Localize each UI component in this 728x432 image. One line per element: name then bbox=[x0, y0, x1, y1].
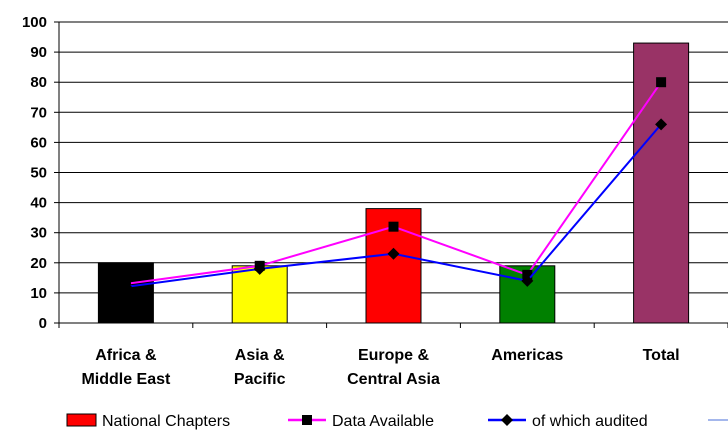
marker-square bbox=[388, 221, 399, 232]
marker-diamond bbox=[119, 280, 132, 293]
x-category-label: Europe & bbox=[358, 347, 430, 364]
x-category-label: Total bbox=[643, 347, 680, 364]
y-axis-ticks: 0 10 20 30 40 50 60 70 80 90 100 bbox=[22, 14, 59, 332]
x-category-label: Asia & bbox=[235, 347, 285, 364]
marker-square bbox=[656, 77, 667, 88]
x-category-label: Pacific bbox=[234, 371, 286, 388]
marker-diamond bbox=[253, 262, 266, 275]
x-axis-categories: Africa & Middle East Asia & Pacific Europe &… bbox=[81, 347, 679, 388]
legend: National Chapters Data Available of which … bbox=[66, 413, 728, 430]
y-tick-label: 80 bbox=[30, 74, 47, 91]
legend-label: National Chapters bbox=[102, 413, 230, 430]
legend-label: of which audited bbox=[532, 413, 648, 430]
x-category-label: Middle East bbox=[81, 371, 171, 388]
y-tick-label: 40 bbox=[30, 195, 47, 212]
y-tick-label: 60 bbox=[30, 134, 47, 151]
legend-label: Data Available bbox=[332, 413, 434, 430]
x-category-label: Central Asia bbox=[347, 371, 440, 388]
bar bbox=[633, 42, 690, 324]
y-tick-label: 50 bbox=[30, 165, 47, 182]
marker-square bbox=[302, 415, 312, 425]
y-tick-label: 70 bbox=[30, 104, 47, 121]
x-category-label: Africa & bbox=[95, 347, 157, 364]
bars bbox=[97, 42, 690, 324]
marker-diamond bbox=[501, 414, 513, 426]
grid-lines bbox=[59, 21, 728, 294]
y-tick-label: 90 bbox=[30, 44, 47, 61]
marker-diamond bbox=[387, 247, 400, 260]
legend-swatch bbox=[66, 413, 97, 427]
bar bbox=[97, 262, 154, 324]
marker-diamond bbox=[655, 118, 668, 131]
series-lines bbox=[119, 77, 668, 293]
marker-diamond bbox=[521, 274, 534, 287]
x-category-label: Americas bbox=[491, 347, 563, 364]
y-tick-label: 10 bbox=[30, 285, 47, 302]
bar bbox=[231, 265, 288, 324]
y-tick-label: 30 bbox=[30, 225, 47, 242]
y-tick-label: 100 bbox=[22, 14, 47, 31]
marker-square bbox=[522, 269, 533, 280]
y-tick-label: 20 bbox=[30, 255, 47, 272]
axes bbox=[58, 22, 728, 328]
y-tick-label: 0 bbox=[39, 315, 47, 332]
